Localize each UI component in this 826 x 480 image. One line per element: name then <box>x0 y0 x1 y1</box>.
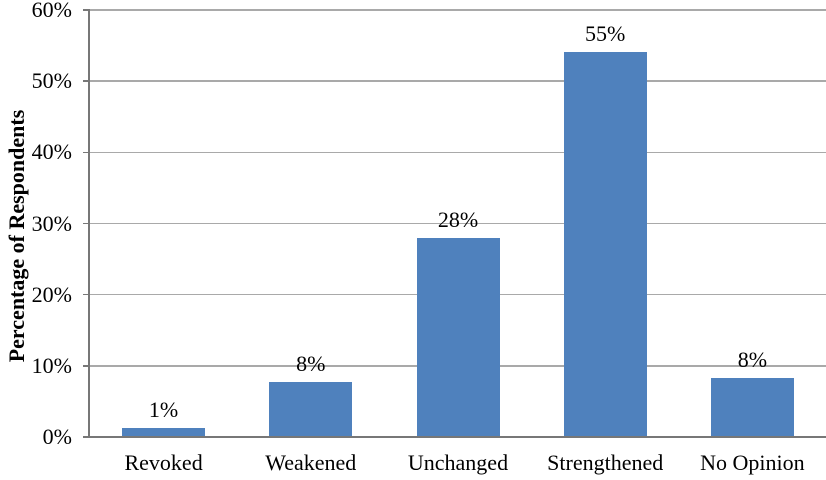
y-tick-mark <box>83 80 90 82</box>
bar-revoked <box>122 427 206 437</box>
y-tick-mark <box>83 365 90 367</box>
data-label-unchanged: 28% <box>437 206 479 232</box>
y-tick-mark <box>83 293 90 296</box>
x-axis-line <box>90 436 826 438</box>
x-category-label-weakened: Weakened <box>265 450 357 475</box>
gridline <box>90 80 826 82</box>
y-tick-label: 60% <box>31 0 72 22</box>
y-tick-mark <box>83 222 90 225</box>
y-tick-mark <box>83 9 90 11</box>
data-label-strengthened: 55% <box>585 20 626 46</box>
data-label-weakened: 8% <box>296 351 326 377</box>
data-label-no-opinion: 8% <box>737 346 768 372</box>
bar-no-opinion <box>710 377 794 437</box>
y-tick-mark <box>83 151 90 154</box>
x-category-label-strengthened: Strengthened <box>547 450 664 475</box>
data-label-revoked: 1% <box>148 396 179 422</box>
x-category-label-unchanged: Unchanged <box>407 450 509 475</box>
x-category-label-no-opinion: No Opinion <box>700 450 805 475</box>
y-tick-label: 50% <box>31 68 72 94</box>
x-category-label-revoked: Revoked <box>124 450 203 475</box>
gridline <box>90 9 826 11</box>
gridline <box>90 222 826 225</box>
y-tick-label: 30% <box>31 210 72 236</box>
y-tick-label: 40% <box>31 139 72 165</box>
y-tick-mark <box>83 436 90 438</box>
y-tick-label: 20% <box>31 281 72 307</box>
bar-strengthened <box>563 51 647 437</box>
bar-unchanged <box>416 237 500 437</box>
bar-weakened <box>269 382 353 437</box>
gridline <box>90 151 826 154</box>
y-tick-label: 10% <box>31 352 72 378</box>
y-tick-label: 0% <box>42 424 72 449</box>
